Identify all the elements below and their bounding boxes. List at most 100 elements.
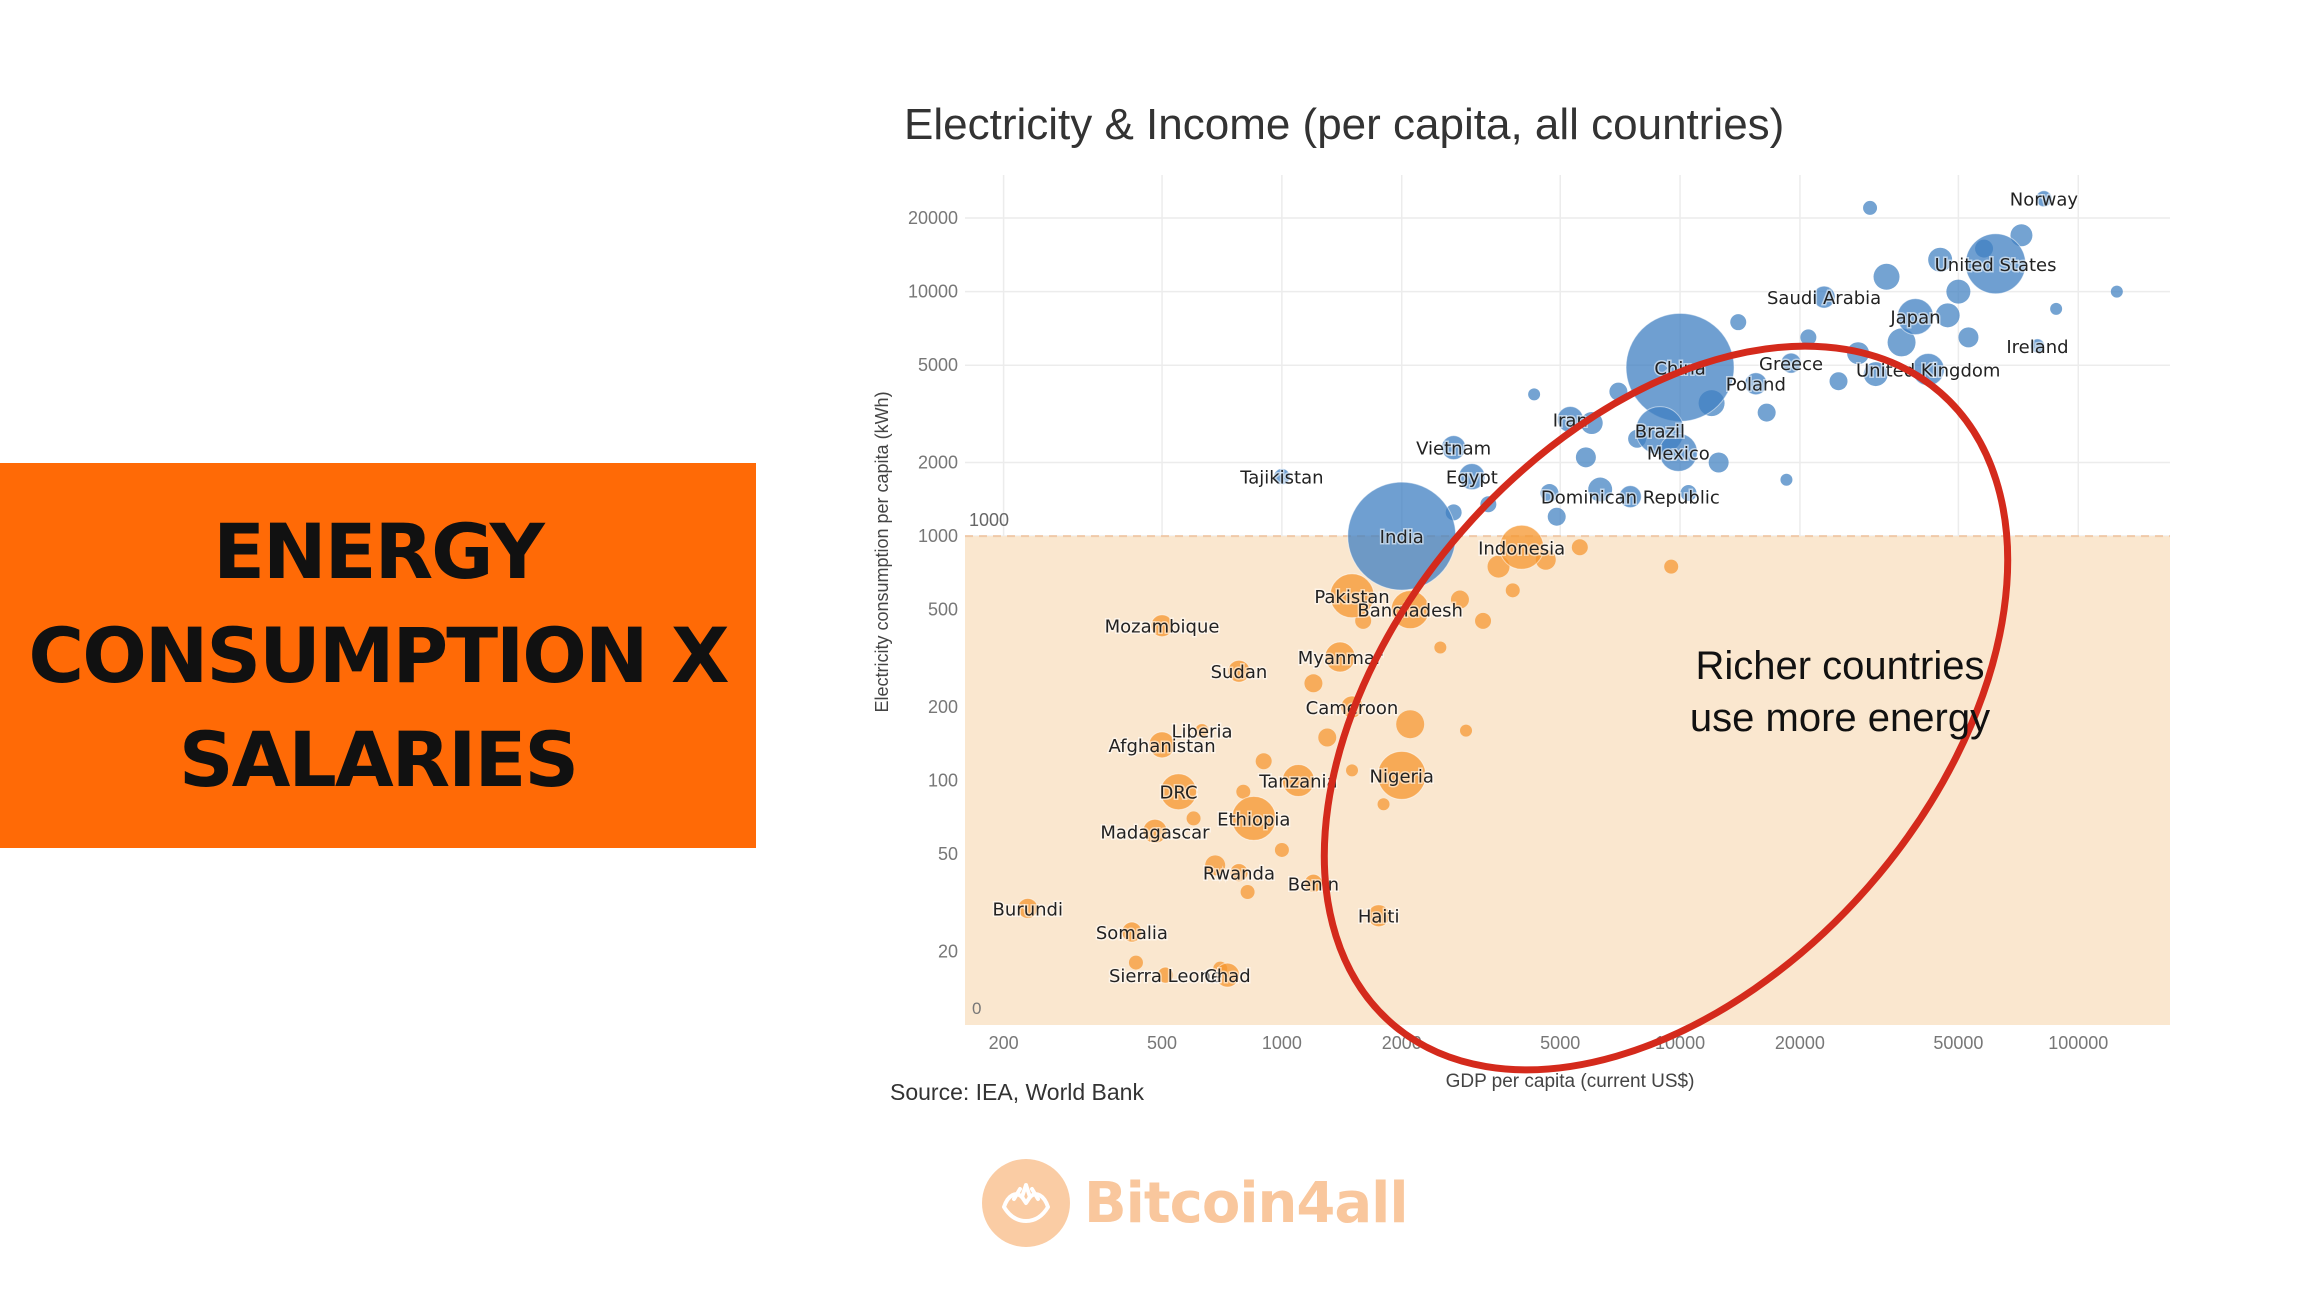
country-point	[1229, 863, 1249, 883]
country-point	[1367, 904, 1391, 928]
y-tick-label: 20	[938, 941, 958, 961]
country-point	[1142, 818, 1168, 844]
country-point	[2029, 338, 2045, 354]
country-point	[1194, 723, 1210, 739]
country-label: Haiti	[1358, 907, 1400, 928]
data-point	[1128, 955, 1143, 970]
country-label: Pakistan	[1314, 587, 1389, 608]
country-point	[2035, 190, 2053, 208]
data-point	[1588, 477, 1613, 502]
country-label: Japan	[1889, 308, 1940, 329]
data-point	[1863, 200, 1878, 215]
country-label: Sierra Leone	[1109, 966, 1222, 987]
country-label: Somalia	[1096, 923, 1168, 944]
country-point	[1281, 764, 1315, 798]
country-label: Nigeria	[1370, 766, 1434, 787]
data-point	[2110, 285, 2123, 298]
y-tick-label: 200	[928, 697, 958, 717]
title-banner: ENERGY CONSUMPTION X SALARIES	[0, 463, 756, 848]
banner-line-1: ENERGY	[213, 506, 545, 596]
x-axis-ticks: 200 500 1000 2000 5000 10000 20000 50000 100000	[989, 1033, 2109, 1053]
country-point	[1965, 233, 2027, 295]
data-point	[1928, 247, 1953, 272]
data-point	[1540, 484, 1559, 503]
low-consumption-band	[965, 536, 2170, 1025]
highlight-ellipse	[1320, 342, 2012, 1074]
data-point	[1434, 641, 1447, 654]
country-point	[1121, 921, 1143, 943]
data-point	[1186, 811, 1201, 826]
country-label: Brazil	[1635, 422, 1685, 443]
chart-title: Electricity & Income (per capita, all co…	[904, 100, 1784, 149]
x-axis-label: GDP per capita (current US$)	[1446, 1071, 1695, 1092]
country-label: Greece	[1759, 354, 1823, 375]
brand-name: Bitcoin4all	[1084, 1170, 1409, 1236]
y-tick-label-zero: 0	[972, 999, 981, 1018]
x-tick-label: 50000	[1933, 1033, 1983, 1053]
country-label: Ethiopia	[1217, 809, 1290, 830]
country-label: Myanmar	[1298, 648, 1383, 669]
country-label: Burundi	[993, 899, 1063, 920]
threshold-label: 1000	[969, 510, 1009, 530]
data-point	[1664, 559, 1679, 574]
country-label: India	[1380, 527, 1424, 548]
country-point	[1441, 435, 1467, 461]
country-point	[1214, 962, 1240, 988]
country-label: Benin	[1288, 874, 1339, 895]
x-tick-label: 5000	[1540, 1033, 1580, 1053]
y-tick-label: 50	[938, 844, 958, 864]
country-point	[1377, 750, 1427, 800]
annotation-line-2: use more energy	[1690, 696, 1990, 740]
data-point	[1708, 452, 1729, 473]
country-label: United States	[1935, 255, 2057, 276]
data-point	[1873, 263, 1900, 290]
country-label: Ireland	[2006, 337, 2068, 358]
country-label: Tanzania	[1258, 772, 1337, 793]
data-point	[1396, 710, 1425, 739]
data-point	[1528, 388, 1541, 401]
data-point	[1887, 328, 1916, 357]
data-point	[1946, 279, 1971, 304]
annotation-line-1: Richer countries	[1695, 644, 1984, 688]
country-label: Norway	[2010, 190, 2079, 211]
country-point	[1017, 897, 1039, 919]
brand-watermark: Bitcoin4all	[982, 1158, 1409, 1248]
country-point	[1618, 485, 1642, 509]
data-point	[1863, 362, 1888, 387]
data-point	[1935, 303, 1960, 328]
data-point	[1575, 447, 1596, 468]
country-point	[1499, 524, 1545, 570]
banner-line-2: CONSUMPTION X	[28, 610, 729, 700]
country-label: Tajikistan	[1239, 468, 1323, 489]
data-point	[1571, 539, 1588, 556]
country-point	[1658, 432, 1698, 472]
data-point	[1547, 507, 1566, 526]
y-tick-label: 1000	[918, 526, 958, 546]
data-point	[1780, 473, 1793, 486]
x-tick-label: 200	[989, 1033, 1019, 1053]
data-point	[1730, 314, 1747, 331]
data-point	[1240, 884, 1255, 899]
data-point	[1255, 753, 1272, 770]
data-point	[1346, 764, 1359, 777]
y-axis-ticks: 20 50 100 200 500 1000 2000 5000 10000 20000	[908, 208, 958, 961]
y-axis-label: Electricity consumption per capita (kWh)	[872, 391, 892, 712]
data-point	[1460, 724, 1473, 737]
x-tick-label: 20000	[1775, 1033, 1825, 1053]
data-point	[1304, 674, 1323, 693]
country-label: Chad	[1204, 966, 1250, 987]
data-point	[1757, 403, 1776, 422]
data-point	[1829, 372, 1848, 391]
x-tick-label: 500	[1147, 1033, 1177, 1053]
country-point	[1324, 641, 1356, 673]
country-point	[1812, 285, 1836, 309]
country-point	[1156, 966, 1174, 984]
country-point	[1160, 773, 1198, 811]
country-label: Liberia	[1172, 722, 1233, 743]
y-tick-label: 100	[928, 771, 958, 791]
data-point	[1505, 583, 1520, 598]
country-point	[1329, 573, 1375, 619]
country-label: Madagascar	[1100, 822, 1210, 843]
y-tick-label: 500	[928, 600, 958, 620]
